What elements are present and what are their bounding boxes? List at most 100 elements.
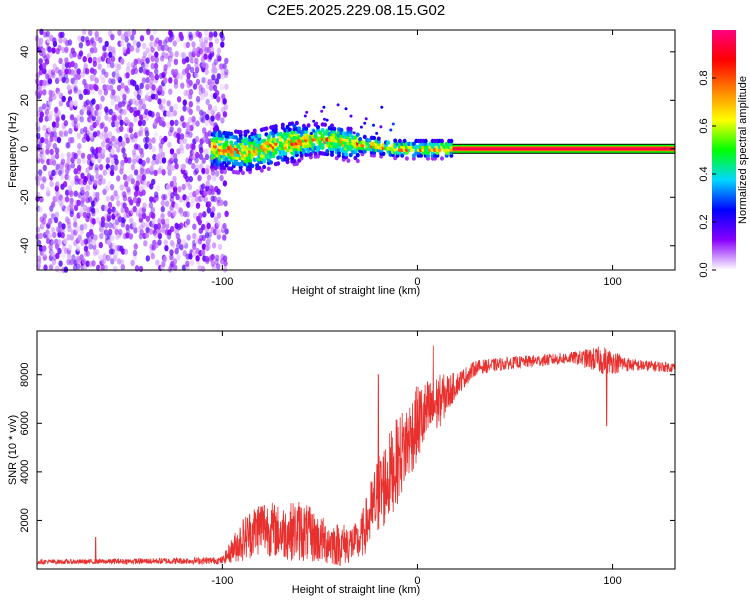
spectrogram-cell [125,137,130,144]
spectrogram-cell [71,254,76,261]
spectrogram-cell [42,178,47,185]
spectrogram-cell [223,71,229,79]
snr-y-label: SNR (10 * v/v) [7,415,19,485]
spectrogram-cell [166,164,172,172]
spectrogram-cell [283,151,288,156]
spectrogram-cell [134,100,140,107]
spectrogram-cell [63,73,69,80]
spectrogram-cell [400,153,405,158]
spectrogram-cell [108,51,113,58]
spectrogram-cell [95,104,100,111]
spectrogram-cell [191,115,196,123]
spectrogram-cell [107,57,112,65]
spectrogram-cell [164,245,169,252]
spectrogram-cell [101,77,106,84]
spectrogram-cell [132,80,137,87]
spectrogram-cell [91,148,97,156]
spectrogram-cell [38,245,44,252]
spectrogram-cell [372,123,375,127]
spectrogram-cell [81,258,87,265]
spectrogram-cell [48,110,53,118]
spectrogram-cell [92,68,97,76]
spectrogram-cell [173,103,178,111]
spectrogram-cell [49,239,54,246]
spectrogram-cell [297,126,302,131]
spectrogram-cell [132,39,137,46]
spectrogram-cell [104,114,109,121]
spectrogram-cell [111,121,116,128]
spectrogram-cell [41,103,47,110]
spectrogram-cell [216,96,221,103]
spectrogram-cell [166,100,171,107]
spectrogram-cell [276,161,281,166]
spectrogram-cell [120,159,125,167]
spectrogram-cell [69,207,75,215]
spectrogram-cell [216,229,221,236]
spectrogram-cell [198,89,203,96]
spectrogram-cell [45,237,51,245]
spectrogram-cell [216,53,221,60]
spectrogram-cell [119,184,124,191]
spectrogram-cell [116,146,121,153]
spectrogram-cell [141,119,146,127]
spectrogram-cell [38,116,43,123]
spectrogram-cell [305,110,309,114]
spectrogram-cell [358,137,363,142]
spectrogram-cell [128,233,134,240]
spectrogram-cell [212,195,218,203]
spectrogram-cell [61,196,66,204]
spectrogram-cell [95,217,100,224]
snr-x-label: Height of straight line (km) [292,584,420,596]
spectrogram-cell [160,151,166,159]
spectrogram-cell [134,265,140,272]
spectrogram-cell [133,227,138,234]
spectrogram-cell [155,184,161,192]
spectrogram-cell [181,163,186,171]
spectrogram-cell [211,206,216,213]
spectrogram-cell [217,130,222,135]
spectrogram-cell [63,237,68,245]
spectrogram-cell [164,44,169,52]
spectrogram-cell [188,154,194,162]
spectrogram-cell [36,239,42,247]
spectrogram-cell [61,252,66,259]
spectrogram-cell [54,152,60,160]
spectrogram-cell [166,110,171,118]
spectrogram-cell [186,63,191,71]
spectrogram-cell [355,152,360,158]
spectrogram-cell [56,136,62,144]
spectrogram-cell [92,41,97,48]
spectrogram-cell [110,194,115,202]
spectrogram-cell [93,179,98,186]
spectrogram-cell [181,264,187,271]
spectrogram-cell [245,129,250,134]
spectrogram-cell [128,174,134,181]
spectrogram-cell [158,85,163,92]
spectrogram-cell [141,42,147,49]
spectrogram-cell [78,50,84,57]
spectrogram-cell [216,111,221,119]
spectrogram-cell [132,196,138,203]
spectrogram-cell [201,157,206,164]
spectrogram-cell [172,152,178,160]
spectrogram-cell [38,206,43,213]
spectrogram-cell [78,93,84,101]
spectrogram-cell [70,77,75,85]
spectrogram-cell [111,135,116,142]
spectrogram-cell [132,64,138,71]
spectrogram-cell [69,190,74,197]
spectrogram-cell [139,35,145,42]
spectrogram-cell [127,157,132,164]
spectrogram-cell [153,169,158,177]
spectrogram-cell [64,196,70,203]
spectrogram-cell [344,107,348,111]
spectrogram-cell [404,156,409,161]
spectrogram-cell [101,258,106,265]
spectrogram-cell [198,36,204,44]
snr-x-ticks: -100 0 100 [211,331,622,587]
spectrogram-cell [136,41,141,48]
spectrogram-cell [138,104,143,112]
spectrogram-cell [204,255,210,263]
spectrogram-cell [176,254,181,261]
spectrogram-cell [162,110,168,117]
